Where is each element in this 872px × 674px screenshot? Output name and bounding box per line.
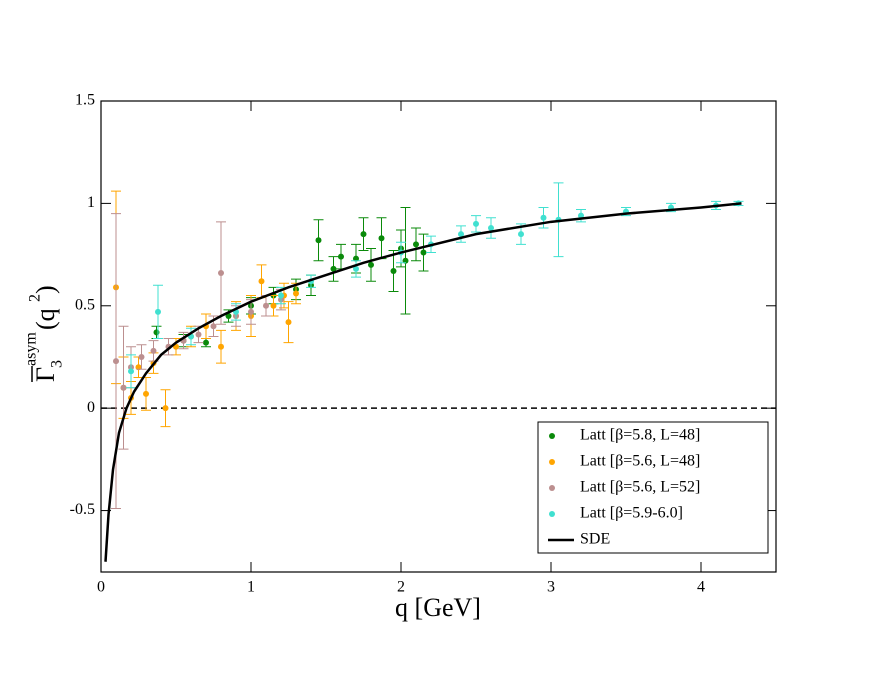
x-tick-label: 2: [397, 579, 405, 596]
point: [153, 329, 160, 336]
legend-swatch: [549, 485, 555, 491]
point: [353, 255, 359, 262]
y-tick-label: -0.5: [70, 501, 95, 518]
x-tick-label: 1: [247, 579, 255, 596]
point: [540, 214, 547, 221]
y-tick-label: 0.5: [75, 296, 95, 313]
plot-frame: [100, 100, 777, 573]
point: [155, 308, 161, 315]
y-axis-label-part: 2: [27, 294, 44, 302]
point: [458, 231, 464, 238]
point: [258, 278, 265, 285]
y-axis-label-part: 3: [49, 360, 66, 368]
x-axis-label: q [GeV]: [395, 593, 481, 622]
legend-label: Latt [β=5.8, L=48]: [580, 427, 700, 444]
x-tick-label: 4: [697, 579, 705, 596]
y-axis-label-part: (q: [31, 308, 60, 330]
legend-label: Latt [β=5.9-6.0]: [580, 505, 683, 522]
point: [135, 364, 142, 371]
plot-area: [104, 182, 744, 562]
point: [120, 384, 127, 391]
legend-swatch: [549, 433, 555, 439]
point: [218, 270, 224, 277]
point: [488, 224, 494, 231]
legend-swatch: [549, 459, 555, 465]
point: [420, 249, 427, 256]
x-tick-label: 0: [97, 579, 105, 596]
point: [278, 292, 284, 299]
legend-box: [537, 421, 769, 554]
point: [138, 353, 145, 360]
point: [210, 323, 217, 330]
legend-label: Latt [β=5.6, L=48]: [580, 453, 700, 470]
point: [518, 231, 524, 238]
y-tick-label: 1: [87, 194, 95, 211]
legend-label: Latt [β=5.6, L=52]: [580, 479, 700, 496]
point: [285, 319, 292, 326]
point: [338, 253, 344, 260]
y-tick-label: 0: [87, 399, 95, 416]
point: [248, 308, 254, 315]
line: [104, 202, 742, 562]
y-axis-label-part: asym: [23, 332, 40, 366]
point: [378, 235, 385, 242]
y-axis-label-part: Γ: [31, 367, 60, 382]
point: [203, 339, 209, 346]
y-tick-label: 1.5: [75, 92, 95, 109]
point: [128, 368, 134, 375]
point: [413, 241, 419, 248]
point: [293, 290, 299, 297]
point: [270, 302, 277, 309]
x-tick-label: 3: [547, 579, 555, 596]
y-axis-label: Γ3 asym (q 2): [23, 285, 66, 382]
point: [390, 267, 397, 274]
point: [195, 331, 202, 338]
point: [368, 261, 374, 268]
legend-label: SDE: [580, 531, 610, 548]
point: [218, 343, 224, 350]
point: [143, 390, 149, 397]
point: [315, 237, 322, 244]
point: [473, 220, 479, 227]
point: [360, 231, 367, 238]
point: [330, 265, 337, 272]
y-axis-label-part: ): [31, 285, 60, 294]
point: [113, 358, 119, 365]
point: [162, 405, 169, 412]
point: [353, 265, 359, 272]
legend-swatch: [549, 511, 555, 517]
point: [402, 257, 409, 264]
point: [263, 302, 269, 309]
point: [150, 347, 157, 354]
